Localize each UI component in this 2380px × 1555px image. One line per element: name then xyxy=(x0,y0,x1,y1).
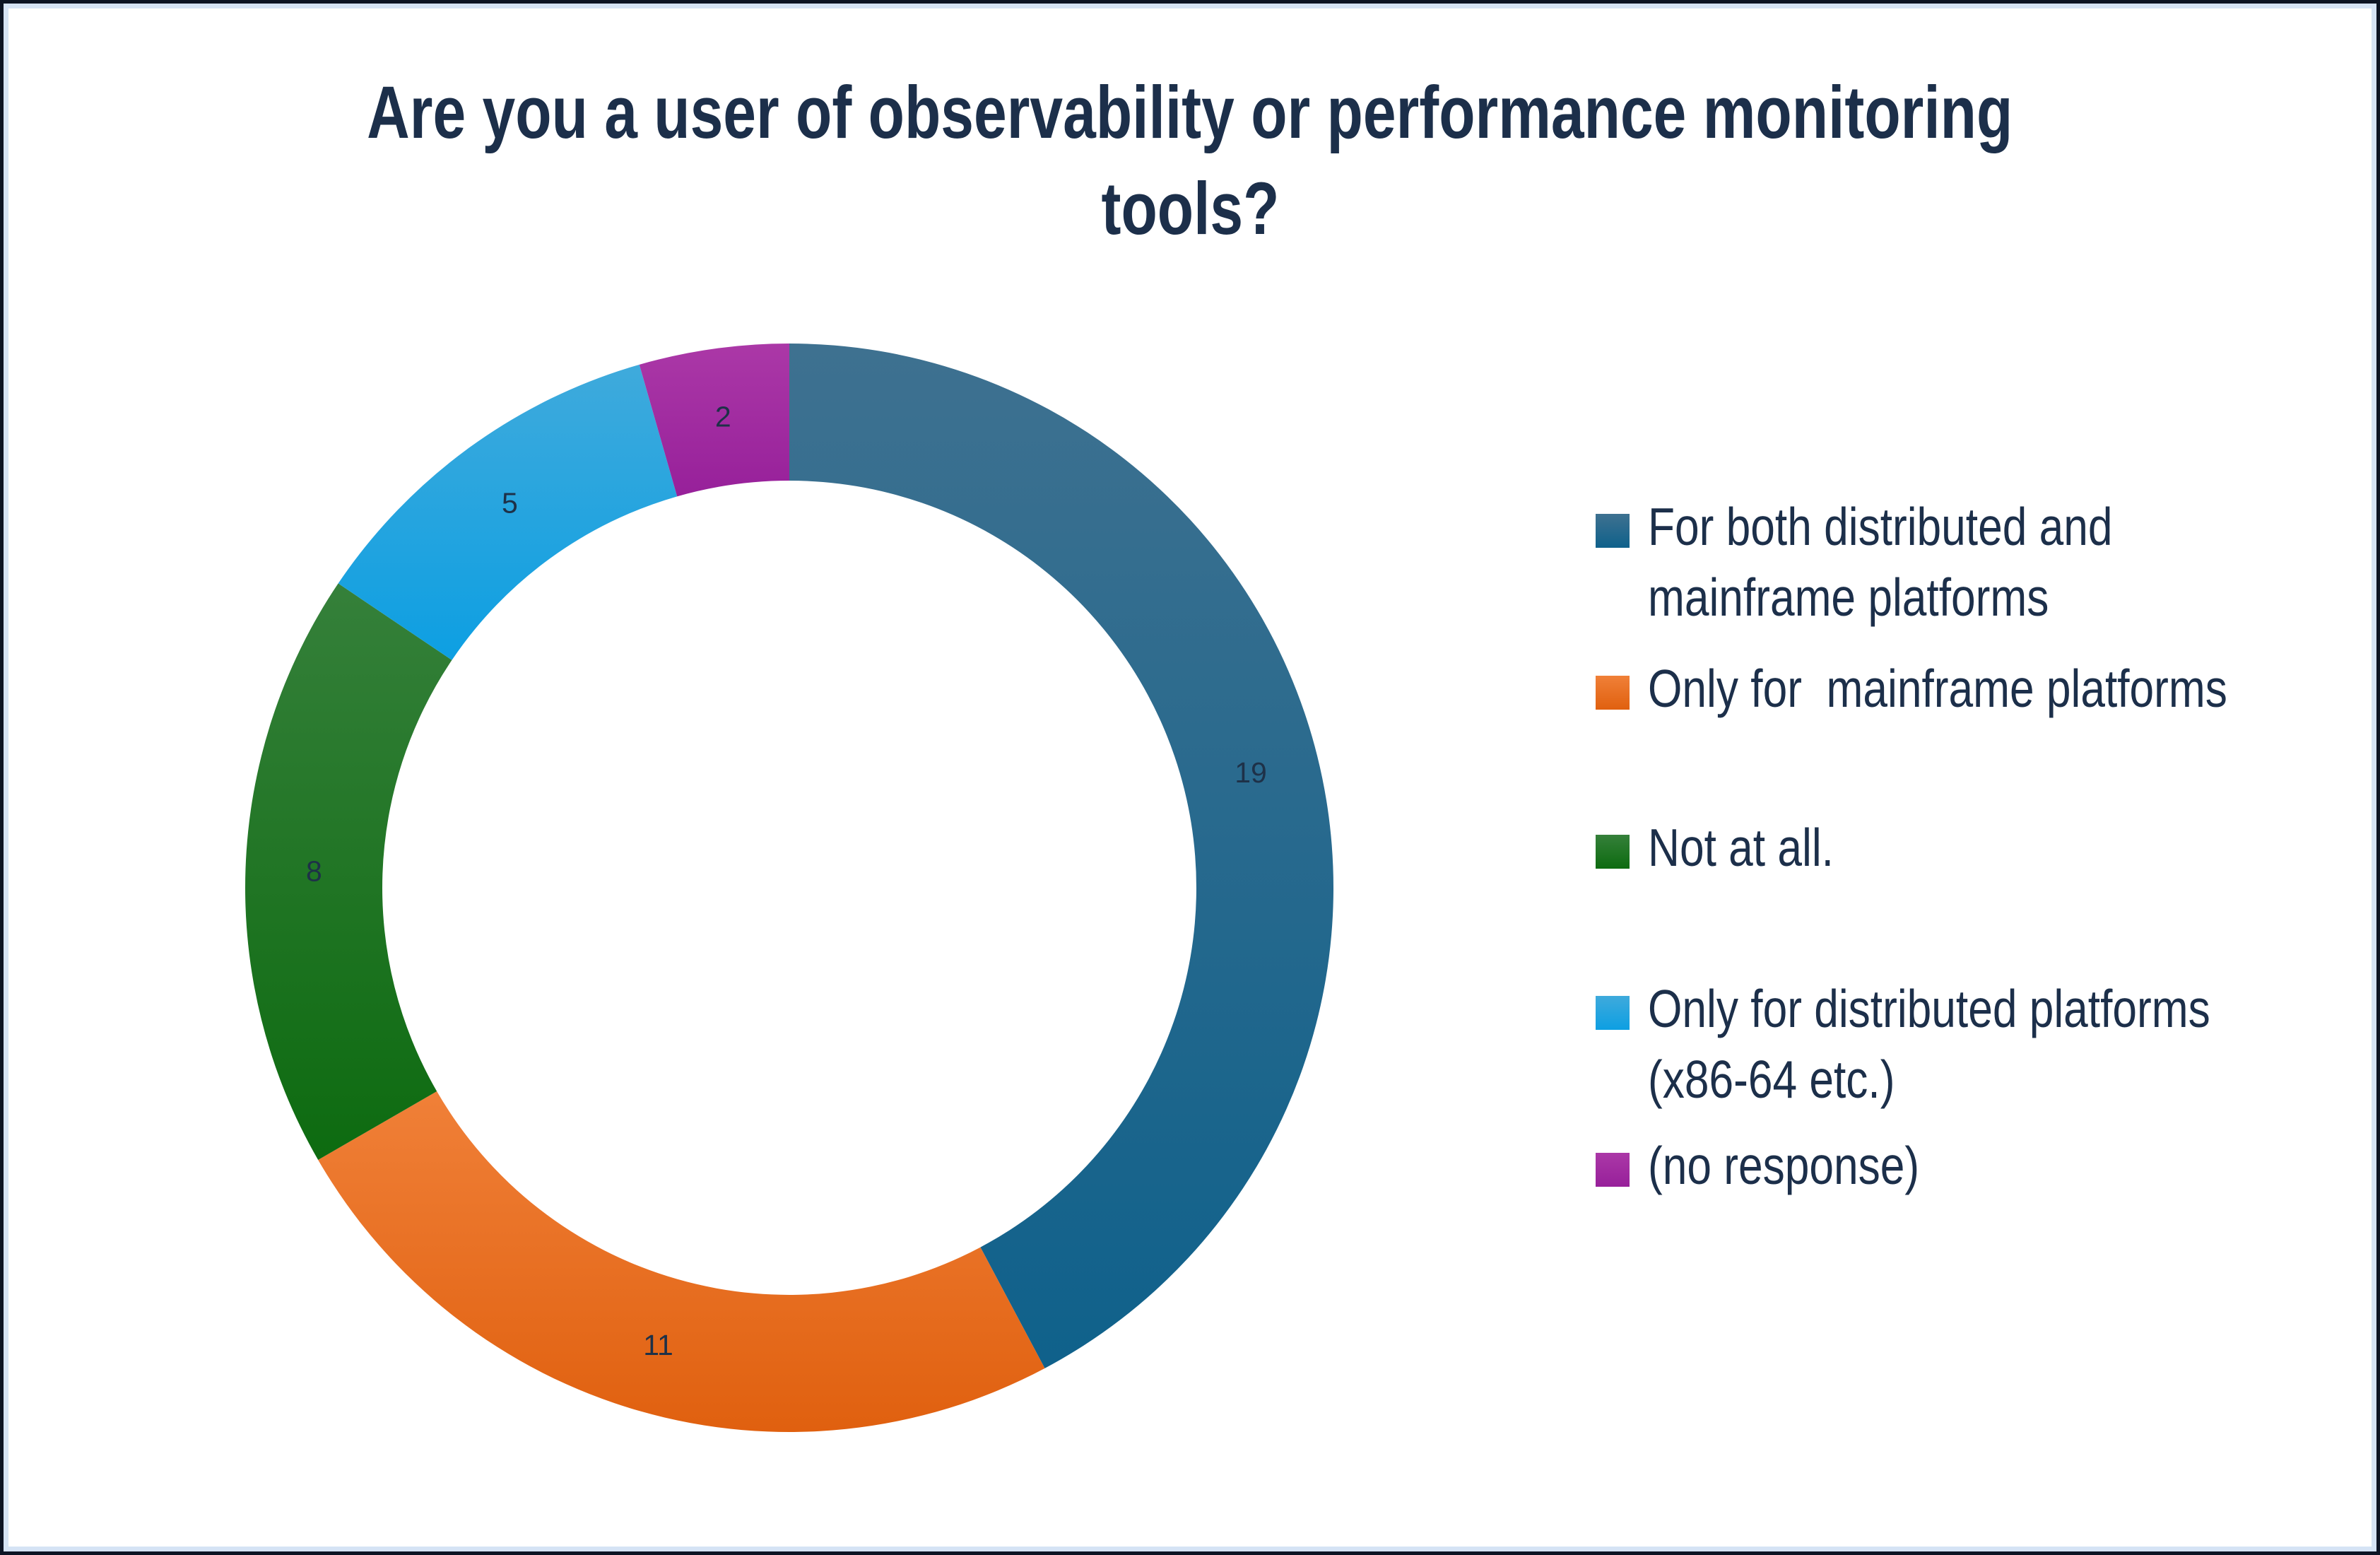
legend-label-3: Only for distributed platforms (x86-64 et… xyxy=(1648,973,2210,1115)
donut-slice-1 xyxy=(318,1091,1045,1432)
donut-slices xyxy=(245,344,1333,1432)
legend-label-0-line-1: mainframe platforms xyxy=(1648,568,2049,627)
legend-marker-icon-1 xyxy=(1596,676,1630,710)
slice-value-label-0: 19 xyxy=(1235,756,1267,789)
donut-slice-2 xyxy=(245,583,452,1160)
legend-item-1: Only for mainframe platforms xyxy=(1596,653,2346,724)
legend-item-4: (no response) xyxy=(1596,1130,1975,1201)
legend-label-2: Not at all. xyxy=(1648,812,1834,883)
legend-label-4: (no response) xyxy=(1648,1130,1919,1201)
slice-value-label-1: 11 xyxy=(643,1329,673,1361)
legend-label-4-line-0: (no response) xyxy=(1648,1136,1920,1195)
legend-marker-icon-3 xyxy=(1596,996,1630,1030)
legend-item-3: Only for distributed platforms (x86-64 et… xyxy=(1596,973,2326,1115)
legend-label-0: For both distributed and mainframe platfo… xyxy=(1648,491,2112,633)
legend-item-2: Not at all. xyxy=(1596,812,1872,883)
chart-title-line-2: tools? xyxy=(1101,168,1279,251)
legend-marker-icon-0 xyxy=(1596,514,1630,548)
legend-label-2-line-0: Not at all. xyxy=(1648,818,1834,877)
chart-title-line-1: Are you a user of observability or perfo… xyxy=(367,71,2013,155)
legend-label-0-line-0: For both distributed and xyxy=(1648,497,2113,556)
slice-value-label-3: 5 xyxy=(502,487,518,520)
legend-marker-icon-4 xyxy=(1596,1153,1630,1187)
legend-label-3-line-1: (x86-64 etc.) xyxy=(1648,1050,1895,1109)
donut-slice-4 xyxy=(639,344,789,497)
slice-value-label-2: 8 xyxy=(306,855,322,888)
legend-item-0: For both distributed and mainframe platfo… xyxy=(1596,491,2208,633)
legend-label-1-line-0: Only for mainframe platforms xyxy=(1648,659,2227,718)
donut-slice-0 xyxy=(789,344,1333,1368)
legend-label-3-line-0: Only for distributed platforms xyxy=(1648,979,2210,1038)
slide-inner-border xyxy=(4,4,2376,1551)
donut-slice-3 xyxy=(338,364,678,660)
legend-marker-icon-2 xyxy=(1596,835,1630,869)
chart-title: Are you a user of observability or perfo… xyxy=(0,65,2380,257)
slice-value-label-4: 2 xyxy=(715,401,731,433)
donut-slice-labels: 19 11 8 5 2 xyxy=(306,401,1267,1361)
legend-label-1: Only for mainframe platforms xyxy=(1648,653,2227,724)
